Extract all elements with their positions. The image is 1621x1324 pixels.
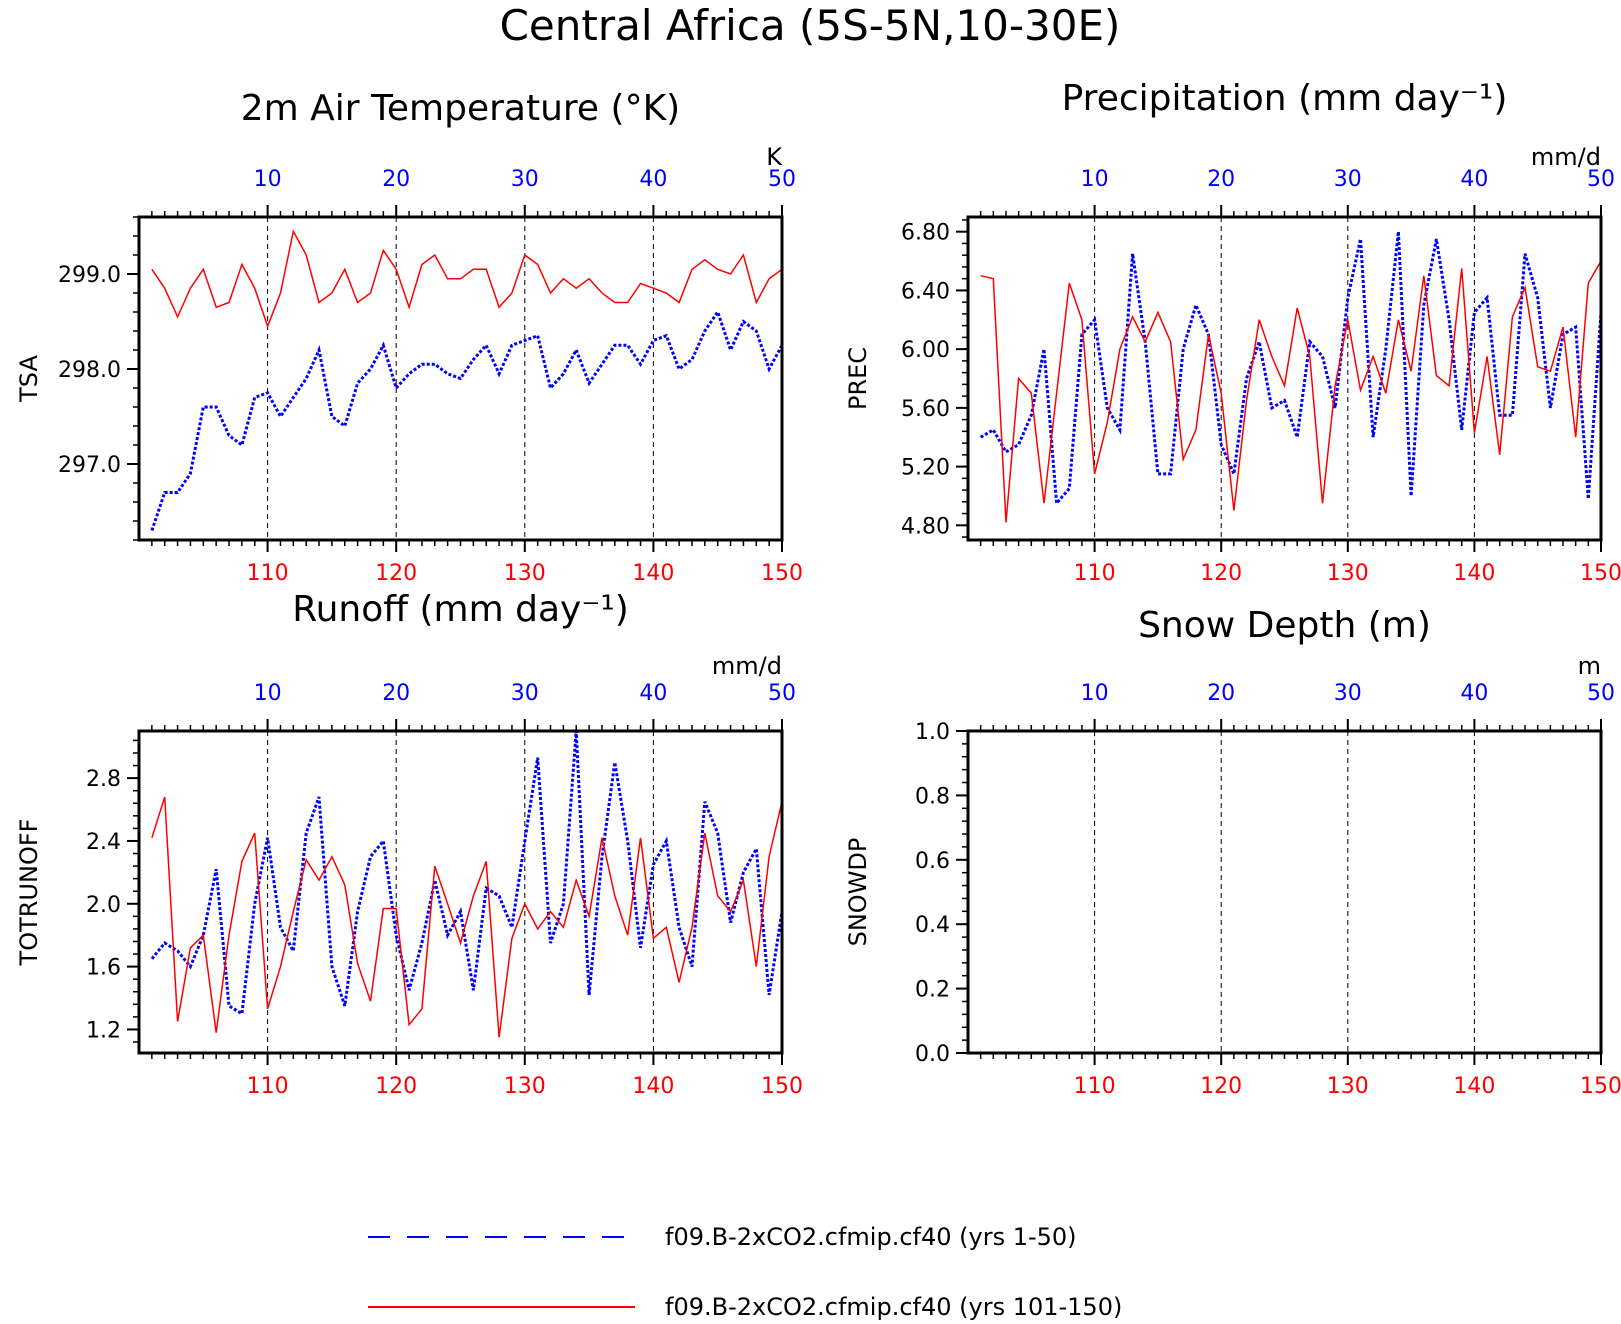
panel-title: Runoff (mm day⁻¹): [292, 589, 629, 630]
series-line-red: [151, 229, 783, 329]
panel-title: 2m Air Temperature (°K): [241, 88, 680, 129]
x-bottom-tick-label: 110: [247, 561, 289, 586]
x-top-tick-label: 10: [1081, 681, 1109, 706]
x-bottom-tick-label: 150: [761, 561, 803, 586]
x-top-tick-label: 30: [511, 167, 539, 192]
x-bottom-tick-label: 110: [1074, 561, 1116, 586]
y-tick-label: 2.4: [86, 830, 121, 855]
x-top-tick-label: 10: [254, 167, 282, 192]
legend-label-red: f09.B-2xCO2.cfmip.cf40 (yrs 101-150): [665, 1293, 1122, 1321]
x-bottom-tick-label: 110: [1074, 1074, 1116, 1099]
x-top-tick-label: 20: [382, 167, 410, 192]
x-bottom-tick-label: 150: [761, 1074, 803, 1099]
y-tick-label: 0.6: [915, 849, 950, 874]
x-top-tick-label: 50: [768, 167, 796, 192]
y-axis-label: TOTRUNOFF: [15, 819, 43, 967]
x-top-tick-label: 30: [1334, 681, 1362, 706]
y-tick-label: 6.80: [901, 221, 950, 246]
x-bottom-tick-label: 140: [632, 561, 674, 586]
panel-title: Precipitation (mm day⁻¹): [1062, 78, 1508, 119]
x-bottom-tick-label: 140: [1453, 561, 1495, 586]
units-label: m: [1578, 652, 1601, 680]
x-top-tick-label: 50: [768, 681, 796, 706]
x-bottom-tick-label: 150: [1580, 561, 1621, 586]
x-top-tick-label: 50: [1587, 681, 1615, 706]
x-bottom-tick-label: 130: [1327, 1074, 1369, 1099]
x-top-tick-label: 30: [1334, 167, 1362, 192]
y-tick-label: 299.0: [58, 263, 121, 288]
y-tick-label: 0.8: [915, 784, 950, 809]
x-top-tick-label: 50: [1587, 167, 1615, 192]
panel-runoff: Runoff (mm day⁻¹) mm/d TOTRUNOFF 1.2 1.6 2.0 2…: [15, 589, 803, 1099]
units-label: K: [766, 143, 783, 171]
plot-frame: [137, 729, 784, 1055]
panel-prec: Precipitation (mm day⁻¹) mm/d PREC 4.80 5.20…: [844, 78, 1621, 586]
y-tick-label: 0.2: [915, 978, 950, 1003]
panel-snowdp: Snow Depth (m) m SNOWDP 0.0 0.2 0.4 0.6 0.8 1.0 1…: [844, 605, 1621, 1099]
y-tick-label: 1.0: [915, 720, 950, 745]
y-tick-label: 4.80: [901, 514, 950, 539]
plot-frame: [966, 729, 1603, 1055]
x-bottom-tick-label: 130: [504, 561, 546, 586]
x-top-tick-label: 10: [254, 681, 282, 706]
units-label: mm/d: [1531, 143, 1601, 171]
panel-tsa: 2m Air Temperature (°K) K TSA 297.0 298.0 299…: [15, 88, 803, 586]
y-axis-label: SNOWDP: [844, 838, 872, 947]
x-bottom-tick-label: 130: [504, 1074, 546, 1099]
x-bottom-tick-label: 130: [1327, 561, 1369, 586]
series-line-blue: [979, 231, 1603, 507]
x-bottom-tick-label: 120: [1200, 1074, 1242, 1099]
y-tick-label: 6.40: [901, 279, 950, 304]
y-tick-label: 5.60: [901, 397, 950, 422]
y-tick-label: 297.0: [58, 453, 121, 478]
x-top-tick-label: 10: [1081, 167, 1109, 192]
y-tick-label: 298.0: [58, 358, 121, 383]
x-top-tick-label: 40: [639, 681, 667, 706]
x-bottom-tick-label: 140: [1453, 1074, 1495, 1099]
x-top-tick-label: 30: [511, 681, 539, 706]
x-top-tick-label: 20: [382, 681, 410, 706]
x-top-tick-label: 40: [639, 167, 667, 192]
main-title: Central Africa (5S-5N,10-30E): [500, 1, 1121, 50]
y-tick-label: 0.0: [915, 1042, 950, 1067]
legend-label-blue: f09.B-2xCO2.cfmip.cf40 (yrs 1-50): [665, 1223, 1077, 1251]
x-top-tick-label: 40: [1460, 681, 1488, 706]
y-tick-label: 6.00: [901, 338, 950, 363]
series-line-blue: [150, 730, 784, 1017]
x-top-tick-label: 20: [1207, 681, 1235, 706]
y-tick-label: 1.2: [86, 1018, 121, 1043]
x-bottom-tick-label: 150: [1580, 1074, 1621, 1099]
x-bottom-tick-label: 140: [632, 1074, 674, 1099]
x-bottom-tick-label: 120: [1200, 561, 1242, 586]
y-axis-label: TSA: [15, 355, 43, 403]
y-tick-label: 0.4: [915, 913, 950, 938]
y-tick-label: 5.20: [901, 456, 950, 481]
x-top-tick-label: 40: [1460, 167, 1488, 192]
series-line-red: [980, 260, 1602, 523]
x-top-tick-label: 20: [1207, 167, 1235, 192]
series-line-blue: [150, 308, 784, 531]
y-axis-label: PREC: [844, 347, 872, 410]
x-bottom-tick-label: 120: [375, 561, 417, 586]
x-bottom-tick-label: 120: [375, 1074, 417, 1099]
y-tick-label: 1.6: [86, 956, 121, 981]
y-tick-label: 2.0: [86, 893, 121, 918]
series-line-red: [151, 796, 783, 1038]
units-label: mm/d: [712, 652, 782, 680]
legend: f09.B-2xCO2.cfmip.cf40 (yrs 1-50) f09.B-…: [368, 1223, 1122, 1321]
panel-title: Snow Depth (m): [1138, 605, 1431, 646]
x-bottom-tick-label: 110: [247, 1074, 289, 1099]
y-tick-label: 2.8: [86, 767, 121, 792]
panels: 2m Air Temperature (°K) K TSA 297.0 298.0 299…: [15, 78, 1621, 1099]
